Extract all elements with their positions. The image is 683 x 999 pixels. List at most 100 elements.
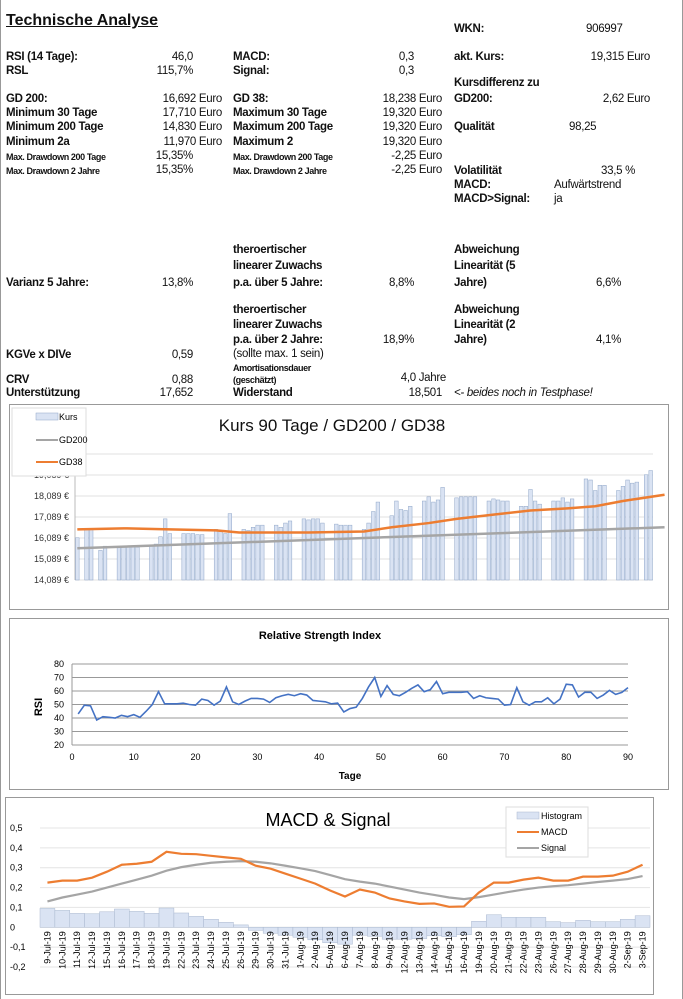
zuwachs2-l2: linearer Zuwachs: [233, 319, 323, 331]
x-tick-label: 80: [561, 752, 571, 762]
kurs-bar: [556, 500, 561, 581]
wkn-label: WKN:: [454, 23, 485, 35]
kurs-bar: [398, 509, 404, 581]
histogram-bar: [203, 919, 219, 928]
x-tick-label: 1-Aug-19: [295, 931, 305, 968]
kurs-bar: [246, 530, 251, 581]
zuwachs2-l1: theroertischer: [233, 304, 307, 316]
kurs-bar: [213, 529, 219, 581]
abw5-value: 6,6%: [595, 277, 621, 289]
kurs-bar: [343, 524, 348, 581]
qualitaet-label: Qualität: [454, 121, 495, 133]
max2-value: 19,320 Euro: [382, 136, 443, 148]
x-tick-label: 17-Jul-19: [132, 931, 142, 969]
kurs-bar: [459, 496, 464, 581]
max2-label: Maximum 2: [233, 136, 293, 148]
x-tick-label: 20: [191, 752, 201, 762]
legend-histogram-label: Histogram: [541, 811, 582, 821]
y-tick-label: 0,3: [10, 863, 23, 873]
crv-label: CRV: [6, 374, 30, 386]
x-axis-label: Tage: [339, 771, 362, 782]
kurs-bar: [163, 518, 168, 581]
kurs-bar: [533, 500, 538, 581]
legend-kurs-label: Kurs: [59, 412, 78, 422]
zuwachs5-l3: p.a. über 5 Jahre:: [233, 277, 323, 289]
histogram-bar: [605, 921, 621, 928]
histogram-bar: [188, 916, 204, 928]
y-tick-label: 16,089 €: [34, 533, 69, 543]
kurs-bar: [597, 485, 602, 581]
kurs-bar: [260, 524, 265, 581]
kurs-bar: [648, 470, 653, 581]
x-tick-label: 28-Aug-19: [578, 931, 588, 973]
kurs-bar: [389, 515, 394, 581]
legend-histogram-swatch: [516, 811, 540, 820]
legend-kurs-swatch: [35, 412, 59, 421]
kurs-bar: [625, 479, 630, 581]
x-tick-label: 15-Aug-19: [444, 931, 454, 973]
kurs-bar: [426, 496, 431, 581]
y-tick-label: 14,089 €: [34, 575, 69, 585]
legend-signal-label: Signal: [541, 843, 566, 853]
x-tick-label: 2-Aug-19: [310, 931, 320, 968]
x-tick-label: 22-Jul-19: [176, 931, 186, 969]
zuwachs5-value: 8,8%: [388, 277, 414, 289]
x-tick-label: 15-Jul-19: [102, 931, 112, 969]
y-tick-label: 50: [54, 700, 64, 710]
x-tick-label: 19-Jul-19: [161, 931, 171, 969]
y-tick-label: 30: [54, 727, 64, 737]
kurs-bar: [570, 498, 575, 581]
kurs-bar: [116, 546, 121, 581]
kurs-bar: [274, 524, 279, 581]
macd-trend-value: Aufwärtstrend: [554, 179, 622, 191]
legend-macd-label: MACD: [541, 827, 568, 837]
kurs-bar: [361, 529, 367, 581]
kurs-bar: [190, 533, 195, 581]
min200-value: 14,830 Euro: [162, 121, 223, 133]
kursdiff-label: Kursdifferenz zu: [454, 77, 540, 89]
min200-label: Minimum 200 Tage: [6, 121, 104, 133]
signal-label: Signal:: [233, 65, 270, 77]
histogram-bar: [129, 911, 145, 928]
macd-line: [47, 850, 644, 908]
x-tick-label: 2-Sep-19: [623, 931, 633, 968]
kurs-bar: [519, 506, 524, 581]
kurs-bar: [153, 543, 158, 581]
x-tick-label: 23-Aug-19: [533, 931, 543, 973]
kurs-bar: [463, 496, 468, 581]
x-tick-label: 30: [252, 752, 262, 762]
kurs-bar: [565, 501, 570, 581]
gd38-label: GD 38:: [233, 93, 269, 105]
min2a-value: 11,970 Euro: [163, 136, 222, 148]
y-tick-label: 18,089 €: [34, 491, 69, 501]
amort-l1: Amortisationsdauer: [233, 363, 311, 373]
abw2-l1: Abweichung: [454, 304, 520, 316]
abw5-l1: Abweichung: [454, 244, 520, 256]
x-tick-label: 29-Aug-19: [593, 931, 603, 973]
histogram-bar: [575, 920, 591, 928]
min30-value: 17,710 Euro: [162, 107, 223, 119]
y-tick-label: 0,5: [10, 823, 23, 833]
x-tick-label: 12-Jul-19: [87, 931, 97, 969]
kurs-bar: [301, 518, 306, 581]
x-tick-label: 70: [499, 752, 509, 762]
kurs-bar: [75, 537, 80, 581]
kgve-note: (sollte max. 1 sein): [233, 348, 324, 360]
max30-value: 19,320 Euro: [382, 107, 443, 119]
widerstand-value: 18,501: [408, 387, 443, 399]
x-tick-label: 16-Jul-19: [117, 931, 127, 969]
histogram-bar: [143, 913, 160, 928]
maxdd200-label: Max. Drawdown 200 Tage: [6, 152, 106, 162]
kurs-bar: [283, 522, 288, 581]
widerstand-label: Widerstand: [233, 387, 293, 399]
kurs-bar: [250, 527, 256, 581]
amort-l2: (geschätzt): [233, 375, 277, 385]
akt-kurs-label: akt. Kurs:: [454, 51, 505, 63]
kurs-bar: [435, 499, 441, 581]
kurs-bar: [181, 533, 186, 581]
kurs-bar: [394, 500, 399, 581]
kurs-bar: [422, 500, 427, 581]
kurs-bar: [431, 501, 436, 581]
kurs-bar: [500, 500, 505, 581]
histogram-bar: [590, 921, 606, 928]
